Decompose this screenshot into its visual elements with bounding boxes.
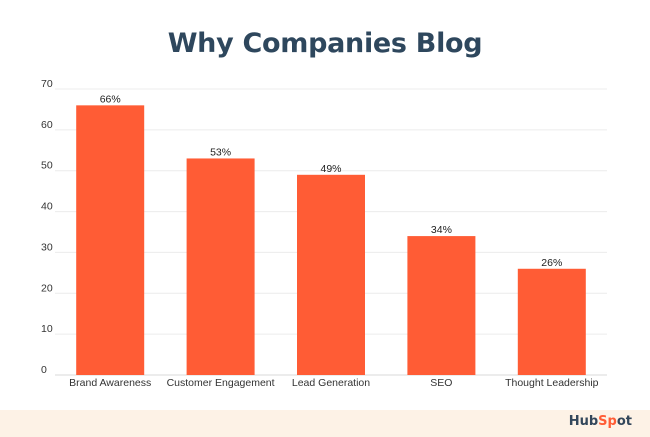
x-axis-ticks: Brand Awareness Customer Engagement Lead G…	[69, 377, 599, 389]
bar	[76, 105, 145, 375]
data-label: 26%	[541, 257, 562, 269]
bar	[407, 236, 476, 375]
x-tick-label: SEO	[430, 377, 452, 389]
data-label: 34%	[431, 224, 452, 236]
bar	[186, 158, 255, 375]
y-tick-label: 40	[41, 201, 53, 213]
chart-title: Why Companies Blog	[167, 28, 483, 59]
bar-chart: 0 10 20 30 40 50 60 70 66% 53% 49% 34% 26% Brand Aw…	[41, 78, 607, 389]
x-tick-label: Brand Awareness	[69, 377, 151, 389]
bars	[76, 105, 586, 375]
data-label: 53%	[210, 146, 231, 158]
y-tick-label: 30	[41, 241, 53, 253]
x-tick-label: Lead Generation	[292, 377, 370, 389]
x-tick-label: Customer Engagement	[167, 377, 275, 389]
data-label: 66%	[100, 93, 121, 105]
data-labels: 66% 53% 49% 34% 26%	[100, 93, 563, 268]
data-label: 49%	[320, 163, 341, 175]
y-tick-label: 50	[41, 160, 53, 172]
y-tick-label: 70	[41, 78, 53, 90]
y-tick-label: 0	[41, 364, 47, 376]
y-axis-ticks: 0 10 20 30 40 50 60 70	[41, 78, 53, 376]
x-tick-label: Thought Leadership	[505, 377, 599, 389]
y-tick-label: 10	[41, 323, 53, 335]
bar	[517, 268, 586, 375]
hubspot-logo: HubSpot	[568, 414, 632, 429]
bar	[297, 174, 365, 375]
y-tick-label: 20	[41, 282, 53, 294]
y-tick-label: 60	[41, 119, 53, 131]
footer-band	[0, 410, 650, 437]
